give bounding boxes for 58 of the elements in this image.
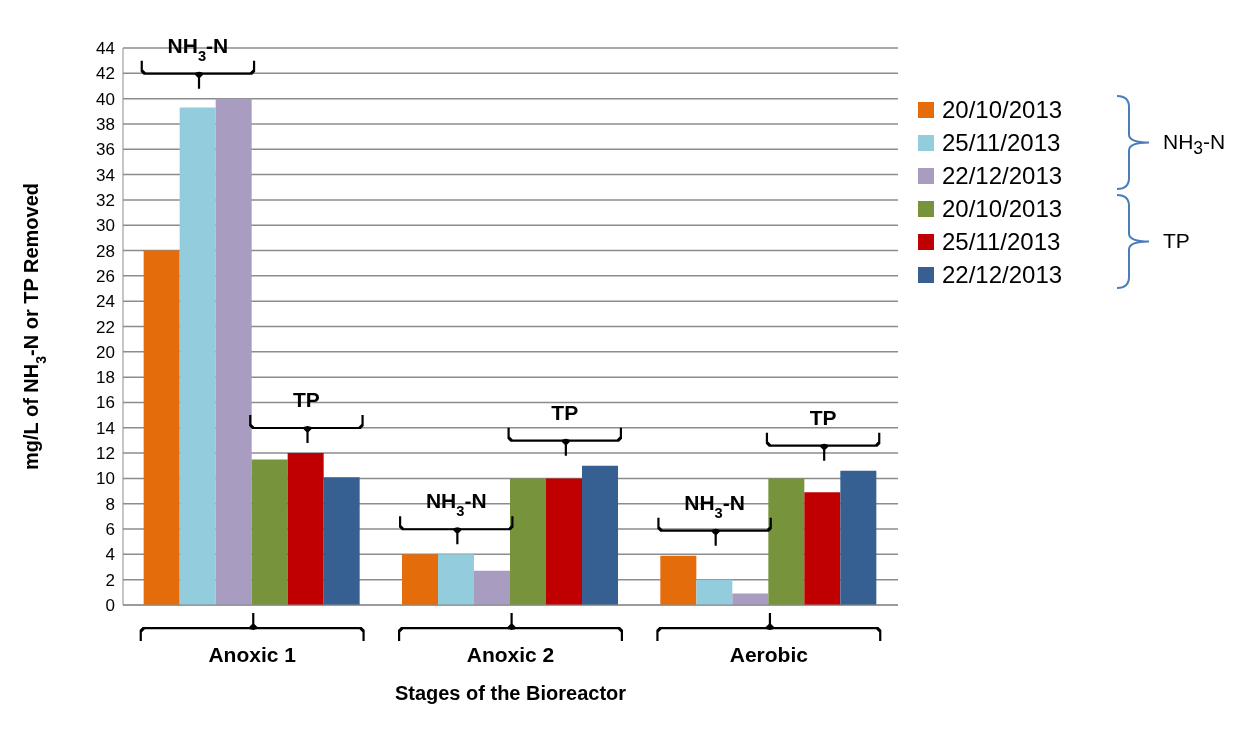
bar <box>546 478 582 605</box>
y-tick-label: 18 <box>96 368 115 388</box>
y-tick-label: 2 <box>105 570 115 590</box>
bar <box>438 554 474 605</box>
y-tick-label: 26 <box>96 266 115 286</box>
bar <box>696 579 733 605</box>
y-tick-label: 6 <box>105 520 115 540</box>
bar <box>287 453 324 605</box>
bar <box>804 492 841 605</box>
y-tick-label: 32 <box>96 190 115 210</box>
y-tick-label: 36 <box>96 140 115 160</box>
y-tick-label: 40 <box>96 89 115 109</box>
legend-label: 20/10/2013 <box>942 194 1063 223</box>
y-tick-label: 24 <box>96 292 115 312</box>
bar <box>474 570 510 605</box>
x-tick-label: Anoxic 1 <box>208 642 297 666</box>
bar <box>323 477 360 605</box>
text: TP <box>1163 228 1190 253</box>
y-tick-label: 12 <box>96 444 115 464</box>
legend-label: 25/11/2013 <box>942 128 1061 157</box>
bar <box>179 107 216 605</box>
bar <box>143 250 180 605</box>
annotation: TP <box>292 388 320 412</box>
x-tick-label: Anoxic 2 <box>466 642 555 666</box>
annotation: TP <box>809 405 837 429</box>
bar <box>660 555 697 605</box>
bar <box>768 478 805 605</box>
annotation: NH$_{3}$-N <box>167 33 229 64</box>
annotation: TP <box>551 400 579 424</box>
bar <box>402 554 438 605</box>
bar <box>251 459 288 605</box>
bar <box>840 470 877 605</box>
y-tick-label: 28 <box>96 241 115 261</box>
bar <box>510 478 546 605</box>
y-tick-label: 38 <box>96 114 115 134</box>
y-tick-label: 8 <box>105 494 115 514</box>
y-tick-label: 34 <box>96 165 115 185</box>
y-tick-label: 22 <box>96 317 115 337</box>
y-tick-label: 20 <box>96 342 115 362</box>
annotation: NH$_{3}$-N <box>425 489 487 520</box>
annotation: NH$_{3}$-N <box>684 490 745 521</box>
y-tick-label: 4 <box>105 545 115 565</box>
x-tick-label: Aerobic <box>729 642 809 666</box>
legend-label: 25/11/2013 <box>942 227 1061 256</box>
legend-label: 22/12/2013 <box>942 260 1063 289</box>
y-tick-label: 10 <box>96 469 115 489</box>
y-tick-label: 42 <box>96 64 115 84</box>
bar <box>582 465 618 605</box>
y-tick-label: 30 <box>96 216 115 236</box>
bar <box>215 98 252 605</box>
y-tick-label: 16 <box>96 393 115 413</box>
legend-label: 20/10/2013 <box>942 95 1063 124</box>
y-tick-label: 0 <box>105 596 115 616</box>
legend-label: 22/12/2013 <box>942 161 1063 190</box>
x-axis-title: Stages of the Bioreactor <box>394 682 627 704</box>
y-tick-label: 44 <box>96 39 115 59</box>
text: NH$_{3}$-N <box>1163 129 1226 159</box>
y-tick-label: 14 <box>96 418 115 438</box>
